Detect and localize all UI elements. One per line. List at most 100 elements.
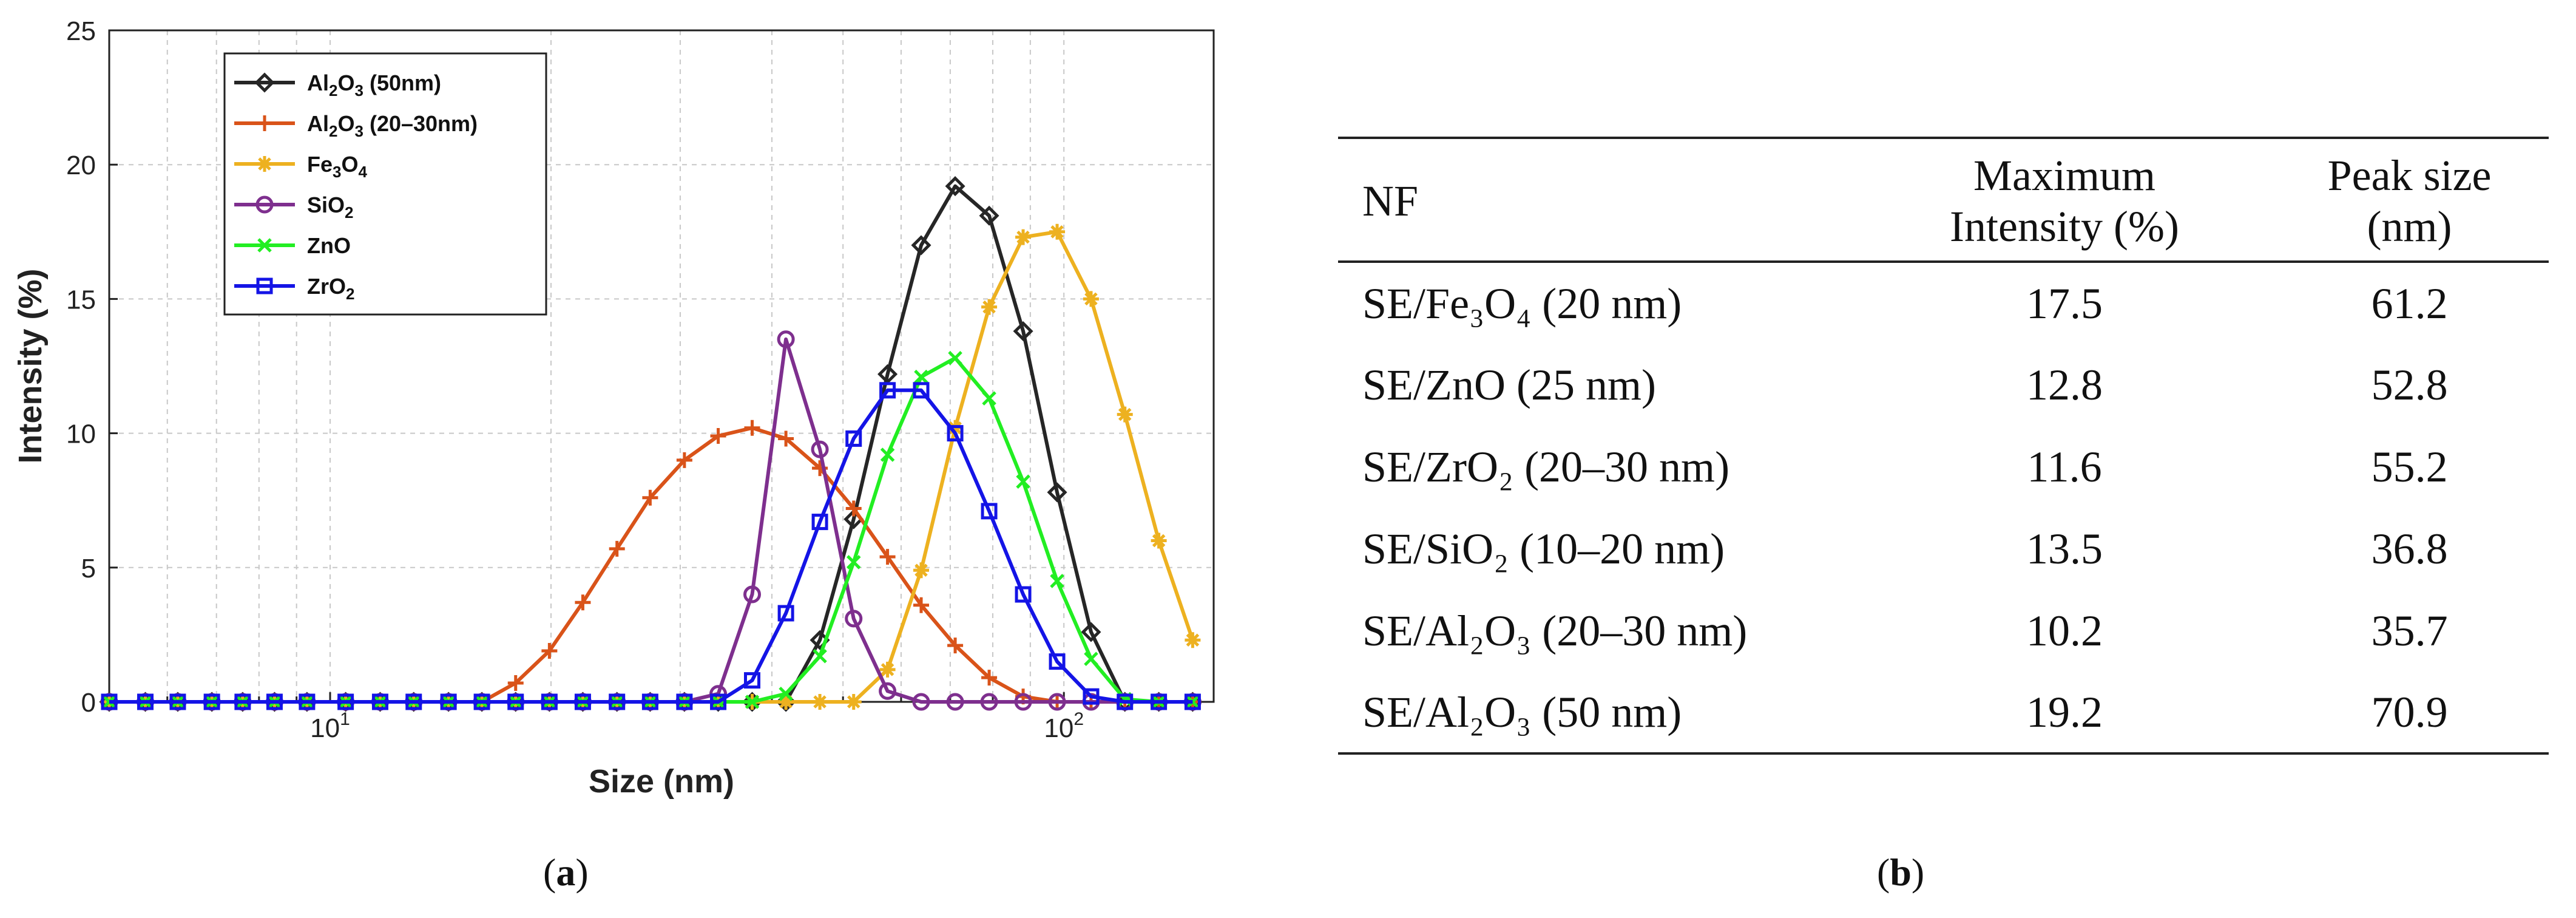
data-point (777, 605, 794, 622)
legend-entry: Al2O3 (50nm) (234, 70, 441, 100)
data-point (507, 693, 524, 710)
legend-entry: ZnO (234, 233, 351, 258)
data-point (981, 503, 998, 520)
y-tick-label: 5 (81, 554, 96, 583)
data-point (541, 693, 558, 710)
data-point (337, 693, 354, 710)
data-point (845, 694, 862, 710)
data-point (914, 369, 928, 384)
data-point (845, 500, 862, 517)
data-point (710, 428, 726, 444)
data-point (947, 638, 964, 654)
x-tick-label: 101 (310, 709, 350, 743)
caption-a-open: ( (543, 851, 556, 894)
data-point (779, 686, 793, 701)
legend-box (223, 52, 547, 316)
data-point (257, 238, 272, 253)
data-point (812, 694, 828, 710)
data-point (234, 693, 251, 710)
data-point (1083, 688, 1100, 705)
data-point (507, 675, 524, 692)
data-point (744, 672, 761, 689)
data-point (778, 430, 794, 447)
legend-label: Al2O3 (50nm) (307, 70, 441, 100)
table-row: SE/SiO₂ (10–20 nm) 13.5 36.8 (1338, 508, 2549, 590)
series-1 (101, 420, 1201, 710)
row-nf: SE/SiO₂ (10–20 nm) (1362, 524, 1725, 573)
data-point (912, 693, 930, 711)
data-point (541, 642, 558, 659)
data-point (947, 425, 964, 442)
data-point (981, 299, 998, 315)
data-point (911, 235, 931, 256)
data-point (1117, 406, 1133, 423)
data-point (257, 156, 272, 172)
legend-entry: Fe3O4 (234, 152, 368, 181)
data-point (880, 447, 895, 462)
row-intensity: 10.2 (2026, 606, 2103, 655)
data-point (1117, 693, 1134, 710)
data-point (642, 489, 658, 506)
data-point (371, 693, 388, 710)
data-point (1081, 622, 1101, 642)
data-point (1014, 693, 1032, 711)
row-nf: SE/Fe₃O₄ (20 nm) (1362, 279, 1682, 328)
data-point (1185, 695, 1200, 709)
table-row: SE/Fe₃O₄ (20 nm) 17.5 61.2 (1338, 262, 2549, 344)
data-point (137, 693, 154, 710)
header-intensity-line2: Intensity (%) (1950, 202, 2179, 251)
row-intensity: 17.5 (2026, 279, 2103, 328)
data-point (846, 555, 861, 570)
legend-label: ZnO (307, 233, 351, 258)
data-point (879, 549, 896, 565)
data-point (1185, 632, 1201, 648)
row-peak: 70.9 (2371, 687, 2448, 736)
y-tick-label: 25 (66, 16, 96, 46)
y-tick-label: 10 (66, 420, 96, 449)
row-peak: 36.8 (2371, 524, 2448, 573)
data-point (981, 670, 998, 686)
data-point (879, 682, 897, 700)
caption-b-close: ) (1911, 851, 1925, 894)
row-intensity: 11.6 (2027, 442, 2102, 491)
data-point (1151, 532, 1167, 549)
header-peak-line2: (nm) (2367, 202, 2452, 251)
legend: Al2O3 (50nm) Al2O3 (20–30nm) Fe3O4 SiO2 ZnO Z… (223, 52, 547, 316)
row-nf: SE/ZrO₂ (20–30 nm) (1362, 442, 1730, 491)
data-point (1016, 474, 1030, 489)
x-axis-title: Size (nm) (589, 763, 734, 800)
data-point (641, 693, 658, 710)
series-line (109, 388, 1193, 704)
row-peak: 55.2 (2371, 442, 2448, 491)
row-nf: SE/ZnO (25 nm) (1362, 360, 1656, 409)
caption-a-letter: a (556, 851, 576, 894)
data-point (609, 693, 626, 710)
data-point (1084, 651, 1098, 666)
data-point (575, 594, 591, 611)
caption-b-letter: b (1890, 851, 1912, 894)
data-point (256, 277, 273, 294)
data-point (879, 382, 896, 399)
data-point (1050, 574, 1064, 588)
header-intensity: Maximum Intensity (%) (1859, 138, 2270, 262)
data-point (1083, 291, 1099, 307)
legend-entry: Al2O3 (20–30nm) (234, 111, 478, 140)
y-tick-label: 0 (81, 688, 96, 718)
data-point (473, 693, 490, 710)
data-point (948, 350, 962, 365)
data-point (982, 391, 996, 406)
data-point (945, 176, 965, 197)
x-tick-label: 102 (1044, 709, 1084, 743)
data-point (743, 585, 762, 604)
legend-entry: ZrO2 (234, 274, 354, 303)
legend-entry: SiO2 (234, 192, 353, 222)
axis-ticks: 0 5 10 15 20 25 101 102 (66, 16, 1084, 743)
data-point (1151, 693, 1168, 710)
data-point (676, 452, 692, 468)
summary-table-container: NF Maximum Intensity (%) Peak size (nm) SE… (1338, 137, 2549, 755)
data-point (913, 597, 929, 613)
data-point (574, 693, 591, 710)
data-point (1049, 223, 1066, 240)
data-point (676, 693, 693, 710)
row-peak: 61.2 (2371, 279, 2448, 328)
